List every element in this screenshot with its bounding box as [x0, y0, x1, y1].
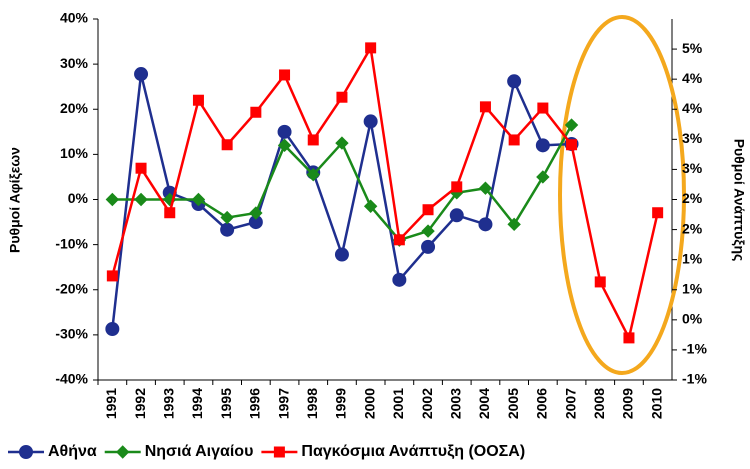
x-tick-label: 1996 — [247, 388, 263, 419]
y-tick-label: 40% — [60, 10, 89, 26]
data-point — [479, 101, 491, 113]
data-point — [164, 207, 176, 219]
data-point — [478, 181, 493, 195]
data-point — [249, 206, 263, 220]
y2-tick-label: 2% — [682, 190, 703, 206]
data-point — [135, 162, 147, 174]
data-point — [277, 124, 292, 139]
data-point — [363, 199, 378, 213]
legend-label: Νησιά Αιγαίου — [145, 443, 254, 460]
y2-tick-label: 2% — [682, 220, 703, 236]
x-tick-label: 1998 — [304, 388, 320, 419]
y-tick-label: -30% — [55, 326, 88, 342]
y-tick-label: -20% — [55, 280, 88, 296]
data-point — [221, 139, 233, 151]
data-point — [421, 239, 436, 254]
legend-marker — [273, 446, 285, 458]
x-tick-label: 2010 — [648, 388, 664, 419]
data-point — [106, 270, 118, 282]
y2-tick-label: -1% — [682, 341, 707, 357]
data-point — [535, 138, 550, 153]
y2-tick-label: 3% — [682, 130, 703, 146]
data-point — [422, 204, 434, 216]
data-point — [652, 207, 664, 219]
x-tick-label: 1994 — [189, 388, 205, 419]
data-point — [451, 181, 463, 193]
y-tick-label: 10% — [60, 145, 89, 161]
highlight-ellipse — [558, 15, 686, 375]
data-point — [307, 134, 319, 146]
legend-marker — [19, 445, 33, 459]
data-point — [392, 272, 407, 287]
data-point — [478, 217, 493, 232]
x-tick-label: 2008 — [591, 388, 607, 419]
y2-tick-label: 4% — [682, 70, 703, 86]
x-tick-label: 2006 — [534, 388, 550, 419]
data-point — [105, 322, 120, 337]
data-point — [192, 94, 204, 106]
y2-tick-label: 5% — [682, 40, 703, 56]
data-point — [191, 192, 206, 207]
data-point — [508, 134, 520, 146]
x-tick-label: 1997 — [275, 388, 291, 419]
y-tick-label: 30% — [60, 55, 89, 71]
data-point — [594, 276, 606, 288]
x-tick-label: 1993 — [160, 388, 176, 419]
y-tick-label: 0% — [68, 190, 89, 206]
data-point — [334, 247, 349, 262]
x-tick-label: 2001 — [390, 388, 406, 419]
data-point — [449, 208, 464, 223]
data-point — [336, 91, 348, 103]
data-point — [507, 217, 521, 232]
y2-tick-label: 1% — [682, 250, 703, 266]
y-tick-label: -10% — [55, 235, 88, 251]
y-tick-label: 20% — [60, 100, 89, 116]
x-tick-label: 1999 — [333, 388, 349, 419]
data-point — [279, 69, 291, 81]
x-tick-label: 2009 — [620, 388, 636, 419]
data-point — [537, 102, 549, 114]
data-point — [335, 136, 349, 150]
data-point — [564, 118, 579, 132]
data-point — [507, 74, 522, 89]
legend-label: Αθήνα — [48, 443, 97, 460]
x-tick-label: 2007 — [562, 388, 578, 419]
x-tick-label: 1992 — [132, 388, 148, 419]
data-point — [421, 224, 435, 238]
y-axis-label: Ρυθμοί Αφίξεων — [7, 147, 23, 253]
x-tick-label: 1991 — [103, 388, 119, 419]
x-tick-label: 2003 — [447, 388, 463, 419]
data-point — [105, 192, 120, 207]
y2-tick-label: 4% — [682, 100, 703, 116]
data-point — [365, 42, 377, 54]
data-point — [134, 192, 148, 207]
x-tick-label: 2005 — [505, 388, 521, 419]
x-tick-label: 1995 — [218, 388, 234, 419]
series-line — [111, 44, 659, 342]
series-line — [111, 73, 572, 330]
y2-tick-label: 1% — [682, 280, 703, 296]
data-point — [536, 170, 550, 184]
y2-tick-label: 3% — [682, 160, 703, 176]
x-tick-label: 2000 — [361, 388, 377, 419]
data-point — [250, 106, 262, 118]
data-point — [220, 210, 234, 225]
legend-label: Παγκόσμια Ανάπτυξη (ΟΟΣΑ) — [301, 443, 525, 460]
y2-tick-label: 0% — [682, 311, 703, 327]
data-point — [306, 167, 320, 182]
data-point — [277, 138, 292, 153]
y2-tick-label: -1% — [682, 371, 707, 387]
x-tick-label: 2002 — [419, 388, 435, 419]
data-point — [623, 332, 635, 344]
data-point — [134, 67, 149, 82]
legend-marker — [116, 445, 130, 459]
y-tick-label: -40% — [55, 371, 88, 387]
y2-axis-label: Ρυθμοί Ανάπτυξης — [731, 139, 747, 262]
data-point — [220, 222, 235, 237]
data-point — [363, 114, 378, 129]
data-point — [566, 139, 578, 151]
x-tick-label: 2004 — [476, 388, 492, 419]
data-point — [393, 234, 405, 246]
